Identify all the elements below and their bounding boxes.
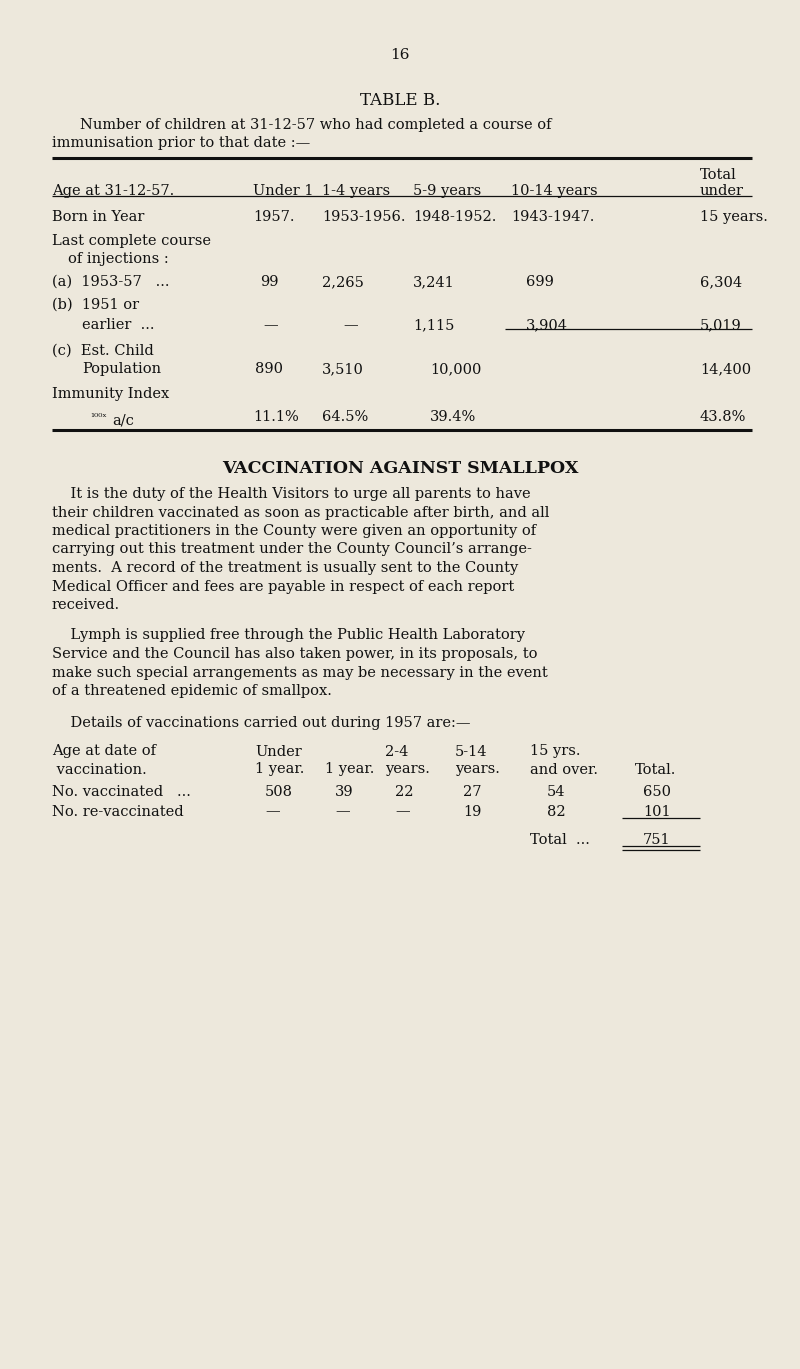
Text: ¹⁰⁰ˣ: ¹⁰⁰ˣ bbox=[90, 413, 106, 422]
Text: 10,000: 10,000 bbox=[430, 361, 482, 376]
Text: —: — bbox=[343, 318, 358, 333]
Text: and over.: and over. bbox=[530, 763, 598, 776]
Text: 11.1%: 11.1% bbox=[253, 409, 298, 424]
Text: Lymph is supplied free through the Public Health Laboratory: Lymph is supplied free through the Publi… bbox=[52, 628, 525, 642]
Text: Total  ...: Total ... bbox=[530, 832, 590, 846]
Text: 16: 16 bbox=[390, 48, 410, 62]
Text: —: — bbox=[263, 318, 278, 333]
Text: 15 years.: 15 years. bbox=[700, 209, 768, 225]
Text: ments.  A record of the treatment is usually sent to the County: ments. A record of the treatment is usua… bbox=[52, 561, 518, 575]
Text: 751: 751 bbox=[643, 832, 670, 846]
Text: 1-4 years: 1-4 years bbox=[322, 183, 390, 199]
Text: 14,400: 14,400 bbox=[700, 361, 751, 376]
Text: received.: received. bbox=[52, 598, 120, 612]
Text: TABLE B.: TABLE B. bbox=[360, 92, 440, 110]
Text: 27: 27 bbox=[463, 784, 482, 798]
Text: years.: years. bbox=[455, 763, 500, 776]
Text: 43.8%: 43.8% bbox=[700, 409, 746, 424]
Text: 10-14 years: 10-14 years bbox=[511, 183, 598, 199]
Text: a/c: a/c bbox=[112, 413, 134, 427]
Text: (c)  Est. Child: (c) Est. Child bbox=[52, 344, 154, 359]
Text: No. re-vaccinated: No. re-vaccinated bbox=[52, 805, 184, 819]
Text: 82: 82 bbox=[547, 805, 566, 819]
Text: —: — bbox=[265, 805, 280, 819]
Text: 22: 22 bbox=[395, 784, 414, 798]
Text: 5-9 years: 5-9 years bbox=[413, 183, 482, 199]
Text: No. vaccinated   ...: No. vaccinated ... bbox=[52, 784, 191, 798]
Text: (b)  1951 or: (b) 1951 or bbox=[52, 298, 139, 312]
Text: Age at 31-12-57.: Age at 31-12-57. bbox=[52, 183, 174, 199]
Text: 5-14: 5-14 bbox=[455, 745, 487, 758]
Text: 1,115: 1,115 bbox=[413, 318, 454, 333]
Text: 39.4%: 39.4% bbox=[430, 409, 476, 424]
Text: 890: 890 bbox=[255, 361, 283, 376]
Text: 1953-1956.: 1953-1956. bbox=[322, 209, 406, 225]
Text: of a threatened epidemic of smallpox.: of a threatened epidemic of smallpox. bbox=[52, 684, 332, 698]
Text: Details of vaccinations carried out during 1957 are:—: Details of vaccinations carried out duri… bbox=[52, 716, 470, 731]
Text: —: — bbox=[335, 805, 350, 819]
Text: Last complete course: Last complete course bbox=[52, 234, 211, 248]
Text: 1 year.: 1 year. bbox=[255, 763, 304, 776]
Text: under: under bbox=[700, 183, 744, 199]
Text: Number of children at 31-12-57 who had completed a course of: Number of children at 31-12-57 who had c… bbox=[80, 118, 551, 131]
Text: Total: Total bbox=[700, 168, 737, 182]
Text: Immunity Index: Immunity Index bbox=[52, 387, 170, 401]
Text: medical practitioners in the County were given an opportunity of: medical practitioners in the County were… bbox=[52, 524, 536, 538]
Text: 64.5%: 64.5% bbox=[322, 409, 368, 424]
Text: 2,265: 2,265 bbox=[322, 275, 364, 289]
Text: Total.: Total. bbox=[635, 763, 676, 776]
Text: Medical Officer and fees are payable in respect of each report: Medical Officer and fees are payable in … bbox=[52, 579, 514, 594]
Text: 5,019: 5,019 bbox=[700, 318, 742, 333]
Text: immunisation prior to that date :—: immunisation prior to that date :— bbox=[52, 136, 310, 151]
Text: 699: 699 bbox=[526, 275, 554, 289]
Text: 1948-1952.: 1948-1952. bbox=[413, 209, 496, 225]
Text: years.: years. bbox=[385, 763, 430, 776]
Text: their children vaccinated as soon as practicable after birth, and all: their children vaccinated as soon as pra… bbox=[52, 505, 550, 519]
Text: 3,510: 3,510 bbox=[322, 361, 364, 376]
Text: 6,304: 6,304 bbox=[700, 275, 742, 289]
Text: VACCINATION AGAINST SMALLPOX: VACCINATION AGAINST SMALLPOX bbox=[222, 460, 578, 476]
Text: (a)  1953-57   ...: (a) 1953-57 ... bbox=[52, 275, 170, 289]
Text: Under 1: Under 1 bbox=[253, 183, 314, 199]
Text: 54: 54 bbox=[547, 784, 566, 798]
Text: carrying out this treatment under the County Council’s arrange-: carrying out this treatment under the Co… bbox=[52, 542, 532, 557]
Text: Population: Population bbox=[82, 361, 161, 376]
Text: Under: Under bbox=[255, 745, 302, 758]
Text: 19: 19 bbox=[463, 805, 482, 819]
Text: Service and the Council has also taken power, in its proposals, to: Service and the Council has also taken p… bbox=[52, 648, 538, 661]
Text: 15 yrs.: 15 yrs. bbox=[530, 745, 581, 758]
Text: vaccination.: vaccination. bbox=[52, 763, 146, 776]
Text: 99: 99 bbox=[260, 275, 278, 289]
Text: of injections :: of injections : bbox=[68, 252, 169, 266]
Text: 2-4: 2-4 bbox=[385, 745, 408, 758]
Text: 1 year.: 1 year. bbox=[325, 763, 374, 776]
Text: 101: 101 bbox=[643, 805, 670, 819]
Text: 1957.: 1957. bbox=[253, 209, 294, 225]
Text: Born in Year: Born in Year bbox=[52, 209, 144, 225]
Text: earlier  ...: earlier ... bbox=[82, 318, 154, 333]
Text: It is the duty of the Health Visitors to urge all parents to have: It is the duty of the Health Visitors to… bbox=[52, 487, 530, 501]
Text: 1943-1947.: 1943-1947. bbox=[511, 209, 594, 225]
Text: 3,241: 3,241 bbox=[413, 275, 454, 289]
Text: —: — bbox=[395, 805, 410, 819]
Text: Age at date of: Age at date of bbox=[52, 745, 156, 758]
Text: 3,904: 3,904 bbox=[526, 318, 568, 333]
Text: 39: 39 bbox=[335, 784, 354, 798]
Text: 508: 508 bbox=[265, 784, 293, 798]
Text: 650: 650 bbox=[643, 784, 671, 798]
Text: make such special arrangements as may be necessary in the event: make such special arrangements as may be… bbox=[52, 665, 548, 679]
